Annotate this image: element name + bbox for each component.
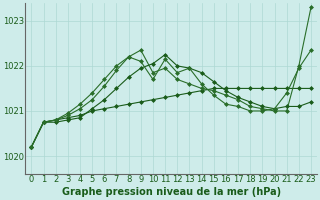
X-axis label: Graphe pression niveau de la mer (hPa): Graphe pression niveau de la mer (hPa) [62,187,281,197]
